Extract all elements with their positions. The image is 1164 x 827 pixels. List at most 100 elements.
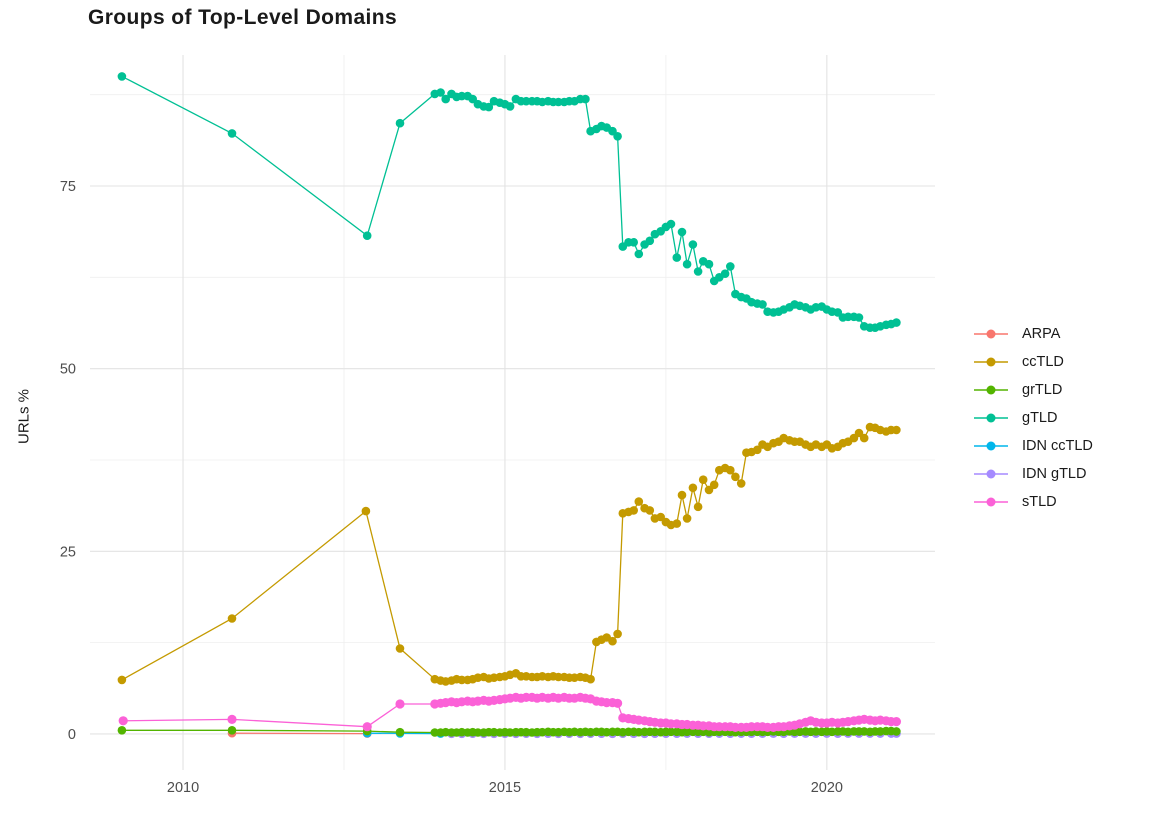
data-point: [731, 472, 740, 482]
data-point: [361, 506, 371, 516]
x-tick-label: 2020: [811, 780, 843, 796]
data-point: [613, 629, 622, 639]
data-point: [117, 726, 127, 735]
legend-label: grTLD: [1022, 382, 1063, 398]
data-point: [436, 88, 445, 97]
data-point: [395, 118, 405, 128]
x-tick-label: 2015: [489, 780, 521, 796]
data-point: [227, 614, 237, 623]
legend-label: IDN ccTLD: [1022, 438, 1093, 454]
y-tick-label: 25: [60, 544, 76, 560]
legend-item-gtld: gTLD: [972, 404, 1093, 432]
data-point: [608, 636, 617, 646]
data-point: [688, 483, 698, 493]
data-point: [892, 318, 901, 327]
data-point: [672, 519, 682, 528]
legend-item-stld: sTLD: [972, 488, 1093, 516]
data-point: [693, 502, 703, 512]
data-point: [758, 300, 767, 309]
series-stld: [118, 692, 902, 733]
data-point: [892, 727, 901, 736]
data-point: [395, 644, 405, 653]
series-line: [121, 426, 897, 683]
data-point: [645, 506, 655, 515]
y-tick-label: 75: [60, 179, 76, 195]
legend-item-idn-gtld: IDN gTLD: [972, 460, 1093, 488]
legend-label: IDN gTLD: [1022, 466, 1087, 482]
data-point: [704, 259, 714, 269]
data-point: [118, 716, 128, 726]
legend-label: gTLD: [1022, 410, 1058, 426]
series-gtld: [117, 72, 901, 333]
data-point: [753, 445, 762, 455]
data-point: [613, 132, 622, 141]
chart-title: Groups of Top-Level Domains: [88, 6, 398, 29]
data-point: [720, 269, 730, 279]
axis-tick-labels: 0 25 50 75 2010 2015 2020: [60, 179, 843, 796]
data-point: [854, 313, 864, 322]
data-point: [441, 94, 451, 104]
data-point: [672, 253, 682, 262]
series-line: [121, 75, 897, 329]
data-point: [117, 72, 127, 81]
data-point: [505, 102, 515, 111]
data-point: [227, 714, 237, 725]
minor-gridlines: [90, 55, 935, 770]
data-point: [677, 490, 687, 500]
y-tick-label: 50: [60, 362, 76, 378]
legend-item-idn-cctld: IDN ccTLD: [972, 432, 1093, 460]
data-point: [709, 480, 719, 490]
data-point: [698, 475, 708, 485]
legend-key-dot: [986, 413, 996, 423]
legend: ARPA ccTLD grTLD gTLD IDN ccTLD IDN gTLD sTLD: [972, 320, 1093, 516]
data-point: [634, 249, 644, 259]
data-point: [677, 227, 687, 237]
data-point: [726, 262, 735, 271]
x-tick-label: 2010: [167, 780, 199, 796]
data-point: [227, 129, 237, 138]
legend-key-dot: [986, 329, 996, 339]
legend-key-icon: [974, 469, 1008, 479]
legend-key-dot: [986, 441, 996, 451]
data-point: [586, 674, 595, 684]
series-cctld: [117, 422, 901, 686]
data-point: [629, 506, 638, 515]
data-point: [892, 425, 901, 435]
legend-key-icon: [974, 497, 1008, 507]
data-point: [736, 479, 746, 488]
data-point: [859, 433, 869, 443]
major-gridlines: [90, 55, 935, 770]
legend-key-dot: [986, 469, 996, 479]
legend-key-icon: [974, 441, 1008, 451]
data-point: [362, 231, 372, 240]
legend-key-dot: [986, 357, 996, 367]
legend-key-icon: [974, 385, 1008, 395]
legend-label: ccTLD: [1022, 354, 1064, 370]
data-point: [634, 497, 644, 506]
data-point: [629, 238, 638, 247]
data-point: [227, 726, 237, 735]
data-point: [581, 94, 590, 104]
legend-label: ARPA: [1022, 326, 1061, 342]
data-point: [693, 267, 703, 276]
legend-key-icon: [974, 413, 1008, 423]
legend-key-icon: [974, 329, 1008, 339]
data-point: [395, 699, 405, 709]
legend-key-icon: [974, 357, 1008, 367]
data-point: [726, 465, 735, 475]
data-point: [117, 675, 127, 685]
data-point: [682, 259, 692, 269]
data-point: [645, 236, 655, 246]
data-point: [484, 102, 494, 112]
data-point: [613, 698, 623, 708]
data-point: [891, 717, 902, 727]
legend-item-arpa: ARPA: [972, 320, 1093, 348]
legend-item-cctld: ccTLD: [972, 348, 1093, 376]
data-point: [688, 240, 698, 249]
data-point: [395, 727, 405, 737]
data-point: [362, 722, 372, 732]
legend-label: sTLD: [1022, 494, 1057, 510]
legend-key-dot: [986, 497, 996, 507]
data-point: [666, 219, 676, 229]
